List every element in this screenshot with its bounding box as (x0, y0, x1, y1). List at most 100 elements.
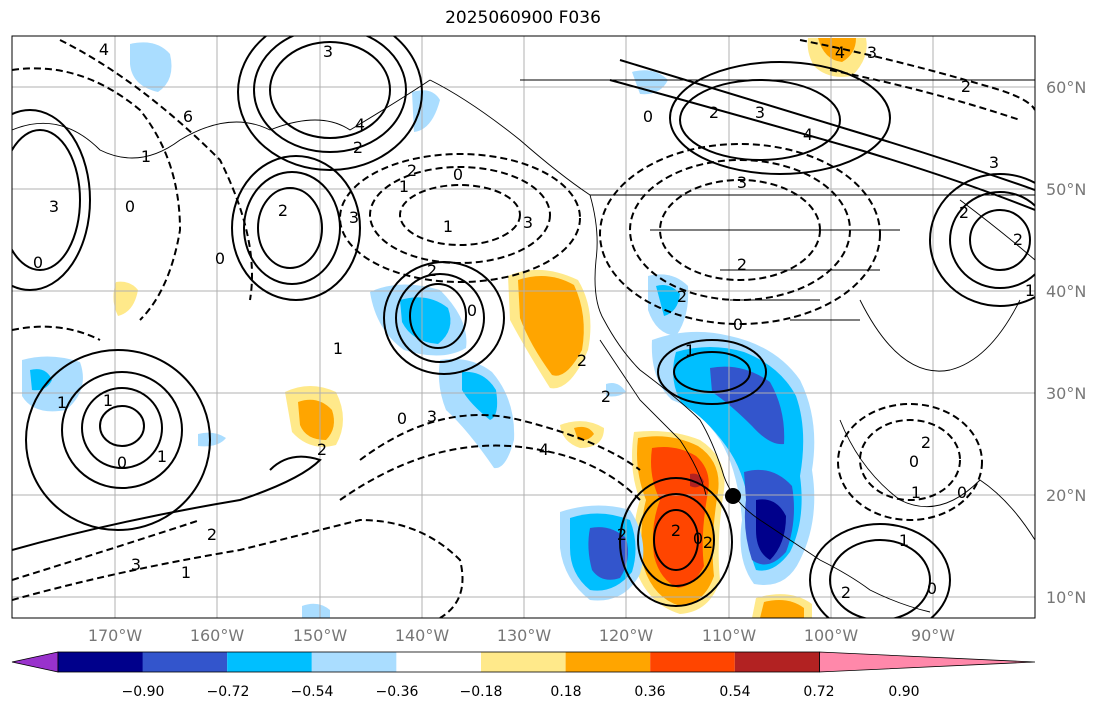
contour-label: 2 (921, 433, 931, 452)
contour-label: 3 (49, 197, 59, 216)
lat-label: 60°N (1046, 78, 1087, 97)
shade-positive (518, 276, 584, 376)
contour-label: 0 (693, 529, 703, 548)
shade-negative (130, 42, 172, 92)
shade-positive (113, 281, 138, 316)
contour-label: 3 (867, 43, 877, 62)
contour-label: 2 (317, 440, 327, 459)
contour-label: 2 (737, 255, 747, 274)
contour-label: 3 (131, 555, 141, 574)
contour-label: 4 (99, 40, 109, 59)
colorbar-extend-max (819, 651, 1036, 673)
shade-positive (760, 600, 804, 618)
colorbar-segment (734, 652, 820, 672)
contour-label: 1 (1025, 281, 1035, 300)
contour-label: 2 (278, 201, 288, 220)
contour-label: 0 (125, 197, 135, 216)
lon-label: 110°W (701, 626, 757, 645)
contour-label: 1 (103, 391, 113, 410)
colorbar-label: 0.90 (888, 684, 920, 700)
contour-label: 1 (333, 339, 343, 358)
shade-negative (30, 369, 52, 391)
contour-label: 0 (643, 107, 653, 126)
contour-label: 0 (927, 579, 937, 598)
colorbar-segment (396, 652, 481, 672)
contour-label: 1 (57, 393, 67, 412)
colorbar-label: 0.18 (550, 684, 582, 700)
contour-label: 4 (355, 115, 365, 134)
contour-label: 2 (703, 533, 713, 552)
contour-label: 0 (215, 249, 225, 268)
colorbar-segment (227, 652, 312, 672)
contour-label: 4 (835, 43, 845, 62)
positive-contours (12, 36, 1035, 618)
contour-label: 2 (841, 583, 851, 602)
shade-negative (400, 297, 451, 344)
shade-negative (198, 432, 226, 447)
contour-label: 0 (397, 409, 407, 428)
contour-label: 2 (709, 103, 719, 122)
contour-label: 0 (453, 165, 463, 184)
colorbar-segment (58, 652, 143, 672)
colorbar-segment (311, 652, 397, 672)
colorbar-label: −0.36 (375, 684, 419, 700)
colorbar-segment (142, 652, 228, 672)
plot-frame (11, 35, 1036, 619)
contour-label: 2 (617, 525, 627, 544)
colorbar-segment (565, 652, 651, 672)
shade-positive (818, 38, 856, 62)
colorbar-label: −0.72 (206, 684, 250, 700)
colorbar-label: 0.72 (803, 684, 835, 700)
contour-label: 2 (677, 287, 687, 306)
colorbar-label: −0.54 (290, 684, 334, 700)
contour-label: 3 (523, 213, 533, 232)
contour-label: 3 (323, 42, 333, 61)
lon-label: 170°W (87, 626, 143, 645)
contour-label: 0 (957, 483, 967, 502)
contour-label: 0 (733, 315, 743, 334)
shade-negative (412, 90, 440, 132)
shade-positive (574, 426, 594, 441)
contour-label: 2 (577, 351, 587, 370)
contour-label: 1 (443, 217, 453, 236)
contour-label: 0 (467, 301, 477, 320)
colorbar-extend-min (11, 651, 59, 673)
contour-label: 2 (353, 138, 363, 157)
colorbar (11, 651, 1036, 673)
contour-label: 2 (961, 77, 971, 96)
colorbar-label: −0.90 (121, 684, 165, 700)
contour-label: 3 (989, 153, 999, 172)
shade-negative (438, 358, 515, 469)
shade-positive (651, 447, 709, 588)
shade-negative (756, 499, 786, 560)
contour-label: 2 (1013, 230, 1023, 249)
graticule (12, 36, 1035, 618)
lon-label: 120°W (598, 626, 654, 645)
contour-label: 2 (959, 203, 969, 222)
lat-label: 30°N (1046, 384, 1087, 403)
contour-label: 1 (911, 483, 921, 502)
contour-label: 1 (181, 563, 191, 582)
contour-label: 1 (899, 531, 909, 550)
colorbar-label: 0.36 (634, 684, 666, 700)
contour-label: 4 (539, 440, 549, 459)
lon-label: 160°W (189, 626, 245, 645)
colorbar-frame (57, 651, 820, 673)
map-title: 2025060900 F036 (445, 8, 601, 28)
contour-label: 6 (183, 107, 193, 126)
contour-label: 3 (427, 407, 437, 426)
lon-label: 90°W (910, 626, 956, 645)
contour-label: 4 (803, 125, 813, 144)
shade-negative (302, 603, 330, 618)
contour-label: 2 (671, 521, 681, 540)
contour-label: 2 (207, 525, 217, 544)
contour-label: 1 (141, 147, 151, 166)
contour-label: 1 (685, 341, 695, 360)
lat-label: 50°N (1046, 180, 1087, 199)
contour-label: 2 (407, 161, 417, 180)
contour-label: 1 (399, 177, 409, 196)
contour-label: 3 (755, 103, 765, 122)
contour-label: 3 (349, 208, 359, 227)
negative-contours (12, 39, 1035, 618)
